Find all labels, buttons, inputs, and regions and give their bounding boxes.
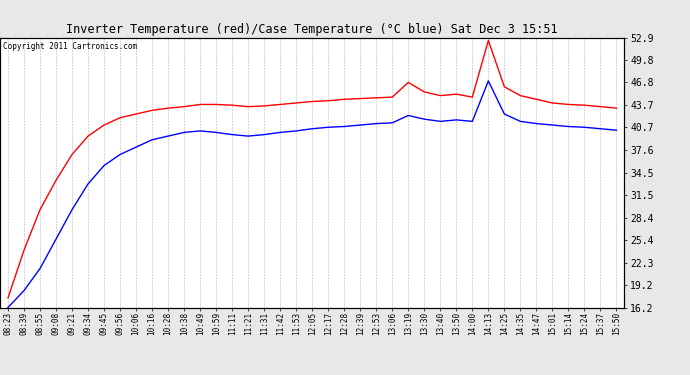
Text: Copyright 2011 Cartronics.com: Copyright 2011 Cartronics.com (3, 42, 137, 51)
Title: Inverter Temperature (red)/Case Temperature (°C blue) Sat Dec 3 15:51: Inverter Temperature (red)/Case Temperat… (66, 23, 558, 36)
